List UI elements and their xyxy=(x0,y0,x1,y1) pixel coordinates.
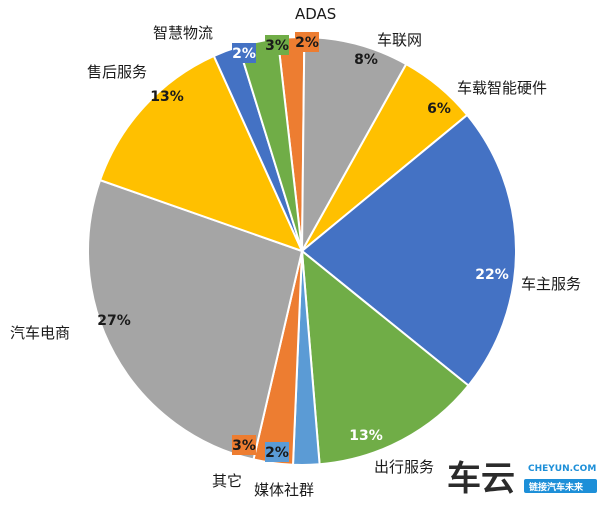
category-label-9: 智慧物流 xyxy=(153,24,213,42)
pie-slice-7 xyxy=(87,178,304,461)
pie-slice-3 xyxy=(300,113,517,387)
percent-label-8: 13% xyxy=(150,89,184,105)
category-label-7: 汽车电商 xyxy=(10,324,70,342)
percent-label-4: 13% xyxy=(349,428,383,444)
category-label-3: 车主服务 xyxy=(521,275,581,293)
watermark-site: CHEYUN.COM xyxy=(528,464,596,474)
pie-slice-4 xyxy=(300,248,470,466)
watermark-brand-cn: 车云 xyxy=(447,459,515,499)
pie-slices xyxy=(87,35,517,466)
percent-label-10: 3% xyxy=(265,38,289,54)
percent-label-9: 2% xyxy=(232,46,256,62)
percent-label-box-10 xyxy=(265,35,289,55)
percent-label-box-9 xyxy=(232,43,256,63)
percent-label-7: 27% xyxy=(97,313,131,329)
percent-label-6: 3% xyxy=(232,438,256,454)
percent-label-box-0 xyxy=(295,32,319,52)
percent-label-2: 6% xyxy=(427,101,451,117)
percent-label-3: 22% xyxy=(475,267,509,283)
category-label-1: 车联网 xyxy=(377,31,422,49)
category-label-6: 其它 xyxy=(212,472,242,490)
percent-label-0: 2% xyxy=(295,35,319,51)
percent-labels: 2% 8% 6% 22% 13% 2% 3% 27% 13% 2% 3% xyxy=(97,32,509,462)
category-label-2: 车载智能硬件 xyxy=(457,79,547,97)
pie-slice-8 xyxy=(98,54,304,253)
cheyun-watermark: 车云 CHEYUN.COM 链接汽车未来 xyxy=(447,459,597,499)
percent-label-5: 2% xyxy=(265,445,289,461)
percent-label-1: 8% xyxy=(354,52,378,68)
percent-label-box-6 xyxy=(232,435,256,455)
category-label-4: 出行服务 xyxy=(374,458,434,476)
category-label-5: 媒体社群 xyxy=(254,481,314,499)
category-label-0: ADAS xyxy=(295,5,336,23)
category-label-8: 售后服务 xyxy=(87,63,147,81)
percent-label-box-5 xyxy=(265,442,289,462)
watermark-slogan-bg xyxy=(524,479,597,493)
watermark-slogan: 链接汽车未来 xyxy=(529,481,584,493)
